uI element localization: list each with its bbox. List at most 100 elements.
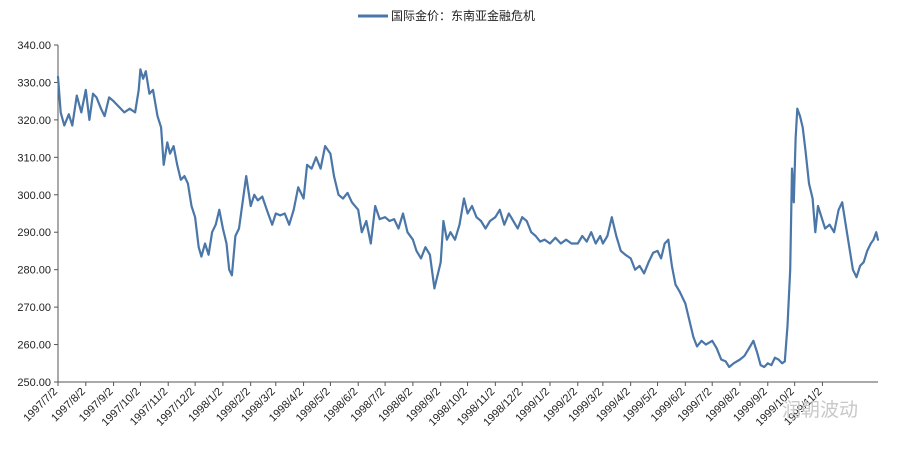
data-point — [576, 242, 579, 245]
data-point — [231, 274, 233, 277]
data-point — [671, 265, 673, 267]
data-point — [261, 195, 264, 198]
data-point — [137, 89, 140, 91]
data-point — [824, 227, 826, 230]
data-point — [471, 205, 473, 207]
data-point — [866, 250, 869, 252]
data-point — [841, 201, 844, 204]
data-point — [342, 197, 344, 200]
data-point — [667, 238, 670, 241]
data-point — [384, 216, 386, 219]
data-point — [176, 163, 179, 166]
data-point — [498, 208, 501, 211]
data-point — [475, 216, 478, 219]
data-point — [559, 242, 562, 245]
data-point — [833, 231, 835, 234]
data-point — [172, 145, 175, 148]
data-point — [95, 96, 98, 99]
data-point — [794, 137, 797, 140]
data-point — [521, 216, 524, 219]
data-point — [256, 199, 259, 202]
data-point — [108, 96, 110, 99]
data-point — [739, 358, 741, 361]
data-point — [57, 75, 59, 78]
data-point — [424, 246, 427, 249]
data-point — [402, 212, 404, 215]
data-point — [249, 205, 252, 207]
data-point — [743, 354, 746, 357]
data-point — [204, 242, 206, 245]
data-point — [357, 208, 360, 211]
data-point — [412, 238, 414, 241]
y-axis: 250.00 260.00 270.00 280.00 290.00 300.00 310.… — [17, 40, 59, 389]
legend: 国际金价：东南亚金融危机 — [358, 8, 535, 23]
data-point — [534, 235, 537, 237]
y-tick-label: 260.00 — [17, 340, 51, 352]
data-point — [543, 238, 546, 241]
data-point — [433, 287, 436, 290]
data-point — [92, 92, 94, 95]
data-point — [466, 212, 469, 215]
data-point — [503, 223, 506, 226]
data-point — [179, 178, 182, 181]
data-point — [615, 235, 618, 237]
data-point — [684, 302, 687, 305]
data-point — [319, 167, 322, 170]
data-point — [207, 253, 210, 256]
data-point — [789, 268, 792, 271]
data-point — [610, 216, 613, 219]
data-point — [238, 227, 240, 230]
data-point — [728, 366, 731, 368]
data-point — [292, 208, 295, 211]
data-point — [791, 167, 793, 170]
data-point — [692, 336, 695, 338]
data-point — [160, 126, 163, 129]
data-point — [148, 92, 151, 95]
data-point — [877, 238, 879, 241]
data-point — [214, 223, 217, 226]
data-point — [103, 115, 106, 117]
data-point — [393, 218, 395, 221]
data-point — [770, 364, 773, 366]
data-point — [875, 231, 878, 234]
y-tick-label: 330.00 — [17, 77, 51, 89]
data-point — [590, 231, 593, 234]
data-point — [183, 175, 186, 178]
data-point — [759, 364, 762, 366]
data-point — [67, 113, 70, 116]
data-point — [446, 238, 448, 241]
data-point — [306, 163, 308, 166]
data-point — [837, 208, 840, 211]
data-point — [271, 223, 274, 226]
data-point — [494, 216, 497, 219]
data-point — [814, 231, 817, 234]
data-point — [732, 362, 735, 365]
data-point — [365, 220, 368, 222]
data-point — [211, 231, 214, 234]
data-point — [796, 107, 799, 110]
data-point — [218, 208, 221, 211]
data-point — [144, 70, 147, 73]
y-tick-label: 310.00 — [17, 152, 51, 164]
data-point — [638, 265, 641, 267]
x-axis: 1997/7/21997/8/21997/9/21997/10/21997/11… — [21, 381, 878, 429]
data-point — [507, 212, 510, 215]
data-point — [458, 223, 461, 226]
data-point — [84, 89, 87, 91]
data-point — [302, 197, 305, 200]
data-point — [752, 339, 755, 342]
data-point — [297, 186, 300, 189]
watermark-text: 润朝波动 — [782, 399, 858, 421]
data-point — [862, 261, 865, 264]
data-point — [859, 265, 861, 267]
data-point — [844, 223, 847, 226]
data-point — [234, 235, 237, 237]
data-point — [606, 235, 609, 237]
data-point — [288, 223, 291, 226]
data-point — [792, 201, 795, 204]
series-line — [56, 68, 880, 369]
data-point — [75, 94, 78, 97]
data-point — [688, 321, 691, 323]
data-point — [848, 246, 851, 249]
